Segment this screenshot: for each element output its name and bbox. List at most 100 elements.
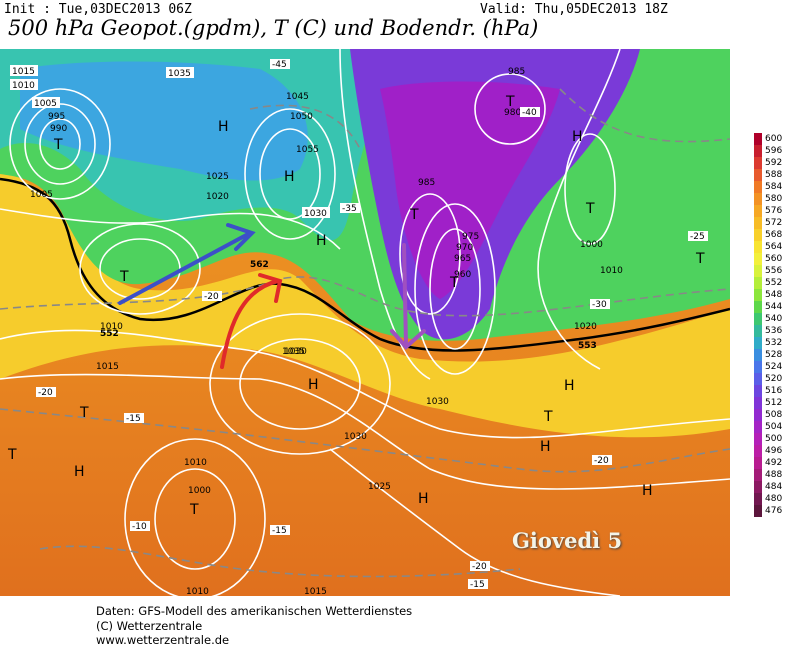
weather-map-svg: H H H H H H H H H H T T T T T T T T T T … [0,49,730,596]
legend-swatch [754,205,762,217]
footer: Daten: GFS-Modell des amerikanischen Wet… [96,604,412,648]
legend-label: 596 [765,146,782,156]
pressure-label: 1030 [426,397,449,407]
low-center: T [119,269,129,285]
legend-swatch [754,445,762,457]
pressure-label: 1035 [168,69,191,79]
legend-label: 600 [765,134,782,144]
legend-label: 508 [765,410,782,420]
pressure-label: 970 [456,243,473,253]
temp-label: -20 [204,292,219,302]
legend-label: 484 [765,482,782,492]
legend-label: 512 [765,398,782,408]
weather-map: H H H H H H H H H H T T T T T T T T T T … [0,49,730,596]
legend-label: 536 [765,326,782,336]
legend-label: 500 [765,434,782,444]
valid-time: Valid: Thu,05DEC2013 18Z [480,2,668,17]
pressure-label: 1030 [284,347,307,357]
legend-swatch [754,409,762,421]
geopotential-552-line [0,177,730,352]
pressure-label: 1000 [580,240,603,250]
pressure-label: 1010 [100,322,123,332]
low-center: T [695,251,705,267]
legend-label: 480 [765,494,782,504]
legend-swatch [754,481,762,493]
legend-label: 540 [765,314,782,324]
pressure-label: 1005 [30,190,53,200]
legend-label: 572 [765,218,782,228]
legend-label: 564 [765,242,782,252]
pressure-label: 1010 [12,81,35,91]
legend-label: 476 [765,506,782,516]
legend-swatch [754,421,762,433]
legend-swatch [754,301,762,313]
geopot-label: 562 [250,260,269,270]
annotation-arrows [118,223,426,369]
legend-swatch [754,349,762,361]
map-title: 500 hPa Geopot.(gpdm), T (C) und Bodendr… [8,16,539,40]
legend-swatch [754,337,762,349]
temp-label: -45 [272,60,287,70]
legend-swatch [754,373,762,385]
high-center: H [642,483,653,499]
temp-label: -20 [472,562,487,572]
legend-swatch [754,397,762,409]
pressure-label: 1035 [282,347,305,357]
blue-airmass [20,61,308,181]
legend-swatch [754,289,762,301]
legend-label: 576 [765,206,782,216]
temp-label: -15 [272,526,287,536]
legend-swatch [754,385,762,397]
legend-swatch [754,217,762,229]
high-center: H [308,377,319,393]
pressure-label: 960 [454,270,471,280]
legend-swatch [754,457,762,469]
legend-swatch [754,493,762,505]
low-center: T [409,207,419,223]
legend-label: 560 [765,254,782,264]
legend-swatch [754,133,762,145]
legend-label: 592 [765,158,782,168]
legend-swatch [754,169,762,181]
high-center: H [218,119,229,135]
legend-label: 516 [765,386,782,396]
init-time: Init : Tue,03DEC2013 06Z [4,2,192,17]
legend-label: 568 [765,230,782,240]
high-center: H [564,378,575,394]
pressure-label: 1015 [96,362,119,372]
legend-label: 556 [765,266,782,276]
pressure-centers: H H H H H H H H H H T T T T T T T T T T … [7,94,705,518]
pressure-label: 990 [50,124,67,134]
pressure-label: 1045 [286,92,309,102]
pressure-label: 1015 [12,67,35,77]
legend-label: 520 [765,374,782,384]
pressure-label: 1020 [206,192,229,202]
pressure-label: 980 [504,108,521,118]
deep-trough [380,81,560,299]
pressure-label: 1010 [186,587,209,596]
blue-arrow-head [226,223,256,251]
pressure-label: 1030 [304,209,327,219]
header: Init : Tue,03DEC2013 06Z Valid: Thu,05DE… [0,0,790,48]
footer-source: Daten: GFS-Modell des amerikanischen Wet… [96,604,413,618]
low-center: T [53,137,63,153]
legend-swatch [754,313,762,325]
legend-label: 544 [765,302,782,312]
legend-label: 532 [765,338,782,348]
pressure-label: 1020 [574,322,597,332]
legend-label: 552 [765,278,782,288]
pressure-label: 975 [462,232,479,242]
high-center: H [418,491,429,507]
isotherms [0,88,730,578]
low-center: T [7,447,17,463]
legend-swatch [754,193,762,205]
pressure-label: 1005 [34,99,57,109]
legend-swatch [754,181,762,193]
legend-swatch [754,145,762,157]
legend-label: 588 [765,170,782,180]
legend-label: 524 [765,362,782,372]
pressure-label: 985 [508,67,525,77]
legend-swatch [754,433,762,445]
color-legend-svg: 600 596 592 588 584 580 576 572 568 564 560 556 552 5… [754,133,782,517]
pressure-labels: 1035 1015 1010 1005 995 990 1045 1050 10… [10,65,623,596]
